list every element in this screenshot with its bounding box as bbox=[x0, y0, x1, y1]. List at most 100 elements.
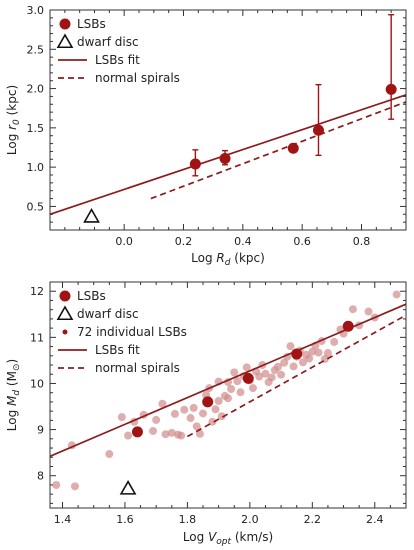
y-tick-label: 3.0 bbox=[27, 4, 45, 17]
legend: LSBs dwarf disc 72 individual LSBs LSBs fit… bbox=[56, 289, 187, 375]
individual-lsb-point bbox=[161, 430, 170, 439]
individual-lsb-point bbox=[286, 342, 295, 351]
individual-lsb-point bbox=[170, 409, 179, 418]
y-axis-label-text: Log bbox=[5, 130, 19, 155]
x-tick-label: 0.6 bbox=[293, 235, 311, 248]
individual-lsb-point bbox=[199, 409, 208, 418]
individual-lsb-point bbox=[308, 347, 317, 356]
individual-lsb-point bbox=[277, 370, 286, 379]
dwarf-disc-marker bbox=[83, 208, 100, 223]
individual-lsb-point bbox=[217, 412, 226, 421]
y-tick-label: 1.0 bbox=[27, 161, 45, 174]
legend-label: LSBs fit bbox=[95, 53, 140, 67]
legend-label: normal spirals bbox=[95, 71, 180, 85]
individual-lsb-point bbox=[280, 358, 289, 367]
individual-lsb-point bbox=[177, 431, 186, 440]
y-axis-label-sub: d bbox=[12, 390, 22, 396]
y-axis-label-sub: 0 bbox=[12, 119, 22, 125]
y-axis-label-unit-end: ) bbox=[5, 359, 19, 364]
legend-label: 72 individual LSBs bbox=[77, 325, 187, 339]
individual-lsb-point bbox=[208, 417, 217, 426]
legend-label: dwarf disc bbox=[77, 35, 139, 49]
lsb-point bbox=[342, 320, 354, 332]
individual-lsb-point bbox=[149, 426, 158, 435]
individual-lsb-point bbox=[186, 414, 195, 423]
x-axis-label-sub: opt bbox=[216, 537, 231, 547]
individual-lsb-point bbox=[236, 388, 245, 397]
x-axis-label-unit: (kpc) bbox=[230, 251, 264, 265]
legend-dwarf-marker bbox=[56, 33, 74, 49]
x-tick-label: 1.8 bbox=[179, 513, 197, 526]
individual-lsb-point bbox=[305, 354, 314, 363]
y-axis-label: Log r0 (kpc) bbox=[5, 85, 22, 155]
x-axis-label-sub: d bbox=[225, 258, 231, 268]
y-tick-label: 2.5 bbox=[27, 43, 45, 56]
lsb-point bbox=[242, 372, 254, 384]
lsb-point bbox=[312, 124, 324, 136]
lsb-point bbox=[131, 426, 143, 438]
y-tick-label: 1.5 bbox=[27, 122, 45, 135]
individual-lsb-point bbox=[267, 373, 276, 382]
x-axis-label-unit: (km/s) bbox=[231, 530, 273, 544]
plot-area bbox=[50, 14, 406, 223]
legend-individual-marker bbox=[62, 329, 68, 335]
individual-lsb-point bbox=[248, 384, 257, 393]
individual-lsb-point bbox=[273, 362, 282, 371]
bottom-panel-mass-velocity: 1.4 1.6 1.8 2.0 2.2 2.4 8 9 10 11 12 Log Vopt (km/s… bbox=[5, 281, 407, 547]
x-axis-label: Log Vopt (km/s) bbox=[183, 530, 273, 547]
lsb-point bbox=[287, 142, 299, 154]
individual-lsb-point bbox=[195, 429, 204, 438]
legend-lsbs-marker bbox=[59, 290, 71, 302]
y-axis-label-var: r bbox=[5, 124, 19, 130]
x-tick-label: 1.4 bbox=[54, 513, 72, 526]
x-tick-label: 0.4 bbox=[234, 235, 252, 248]
individual-lsb-point bbox=[167, 428, 176, 437]
normal-spirals-line bbox=[186, 314, 406, 438]
individual-lsb-point bbox=[330, 337, 339, 346]
x-axis-label-var: V bbox=[208, 530, 217, 544]
legend: LSBs dwarf disc LSBs fit normal spirals bbox=[56, 17, 180, 85]
legend-lsbs-marker bbox=[59, 18, 71, 30]
dwarf-disc-marker bbox=[119, 480, 137, 495]
individual-lsb-point bbox=[242, 363, 251, 372]
individual-lsb-point bbox=[192, 422, 201, 431]
individual-lsb-point bbox=[314, 348, 323, 357]
individual-lsb-point bbox=[392, 290, 401, 299]
y-tick-label: 10 bbox=[30, 377, 44, 390]
x-tick-label: 2.4 bbox=[366, 513, 384, 526]
x-tick-label: 2.0 bbox=[241, 513, 259, 526]
top-panel-radius-relation: 0.0 0.2 0.4 0.6 0.8 0.5 1.0 1.5 2.0 2.5 3.0 Log Rd … bbox=[5, 4, 407, 268]
y-axis-label-unit-sub: ⊙ bbox=[12, 363, 22, 371]
individual-lsb-point bbox=[298, 358, 307, 367]
y-tick-label: 0.5 bbox=[27, 200, 45, 213]
y-axis-label-unit: (kpc) bbox=[5, 85, 19, 119]
individual-lsb-point bbox=[233, 377, 242, 386]
x-tick-label: 2.2 bbox=[304, 513, 322, 526]
y-axis-label-unit: (M bbox=[5, 371, 19, 390]
y-axis-label-var: M bbox=[5, 395, 19, 406]
individual-lsb-point bbox=[117, 413, 126, 422]
y-axis-label: Log Md (M⊙) bbox=[5, 359, 22, 431]
legend-dwarf-marker bbox=[56, 305, 74, 321]
x-axis-label-var: R bbox=[216, 251, 224, 265]
individual-lsb-point bbox=[152, 415, 161, 424]
x-tick-label: 1.6 bbox=[116, 513, 134, 526]
lsb-point bbox=[189, 158, 201, 170]
lsb-point bbox=[202, 396, 214, 408]
individual-lsb-point bbox=[255, 372, 264, 381]
individual-lsb-point bbox=[211, 405, 220, 414]
individual-lsb-point bbox=[52, 480, 61, 489]
individual-lsb-point bbox=[364, 307, 373, 316]
individual-lsb-point bbox=[70, 482, 79, 491]
legend-label: dwarf disc bbox=[77, 307, 139, 321]
lsb-point bbox=[385, 83, 397, 95]
individual-lsb-point bbox=[323, 349, 332, 358]
x-axis-label: Log Rd (kpc) bbox=[191, 251, 265, 268]
y-axis-label-text: Log bbox=[5, 406, 19, 431]
individual-lsb-point bbox=[227, 385, 236, 394]
individual-lsb-point bbox=[124, 431, 133, 440]
y-tick-label: 2.0 bbox=[27, 83, 45, 96]
individual-lsb-point bbox=[189, 403, 198, 412]
x-tick-label: 0.2 bbox=[175, 235, 193, 248]
